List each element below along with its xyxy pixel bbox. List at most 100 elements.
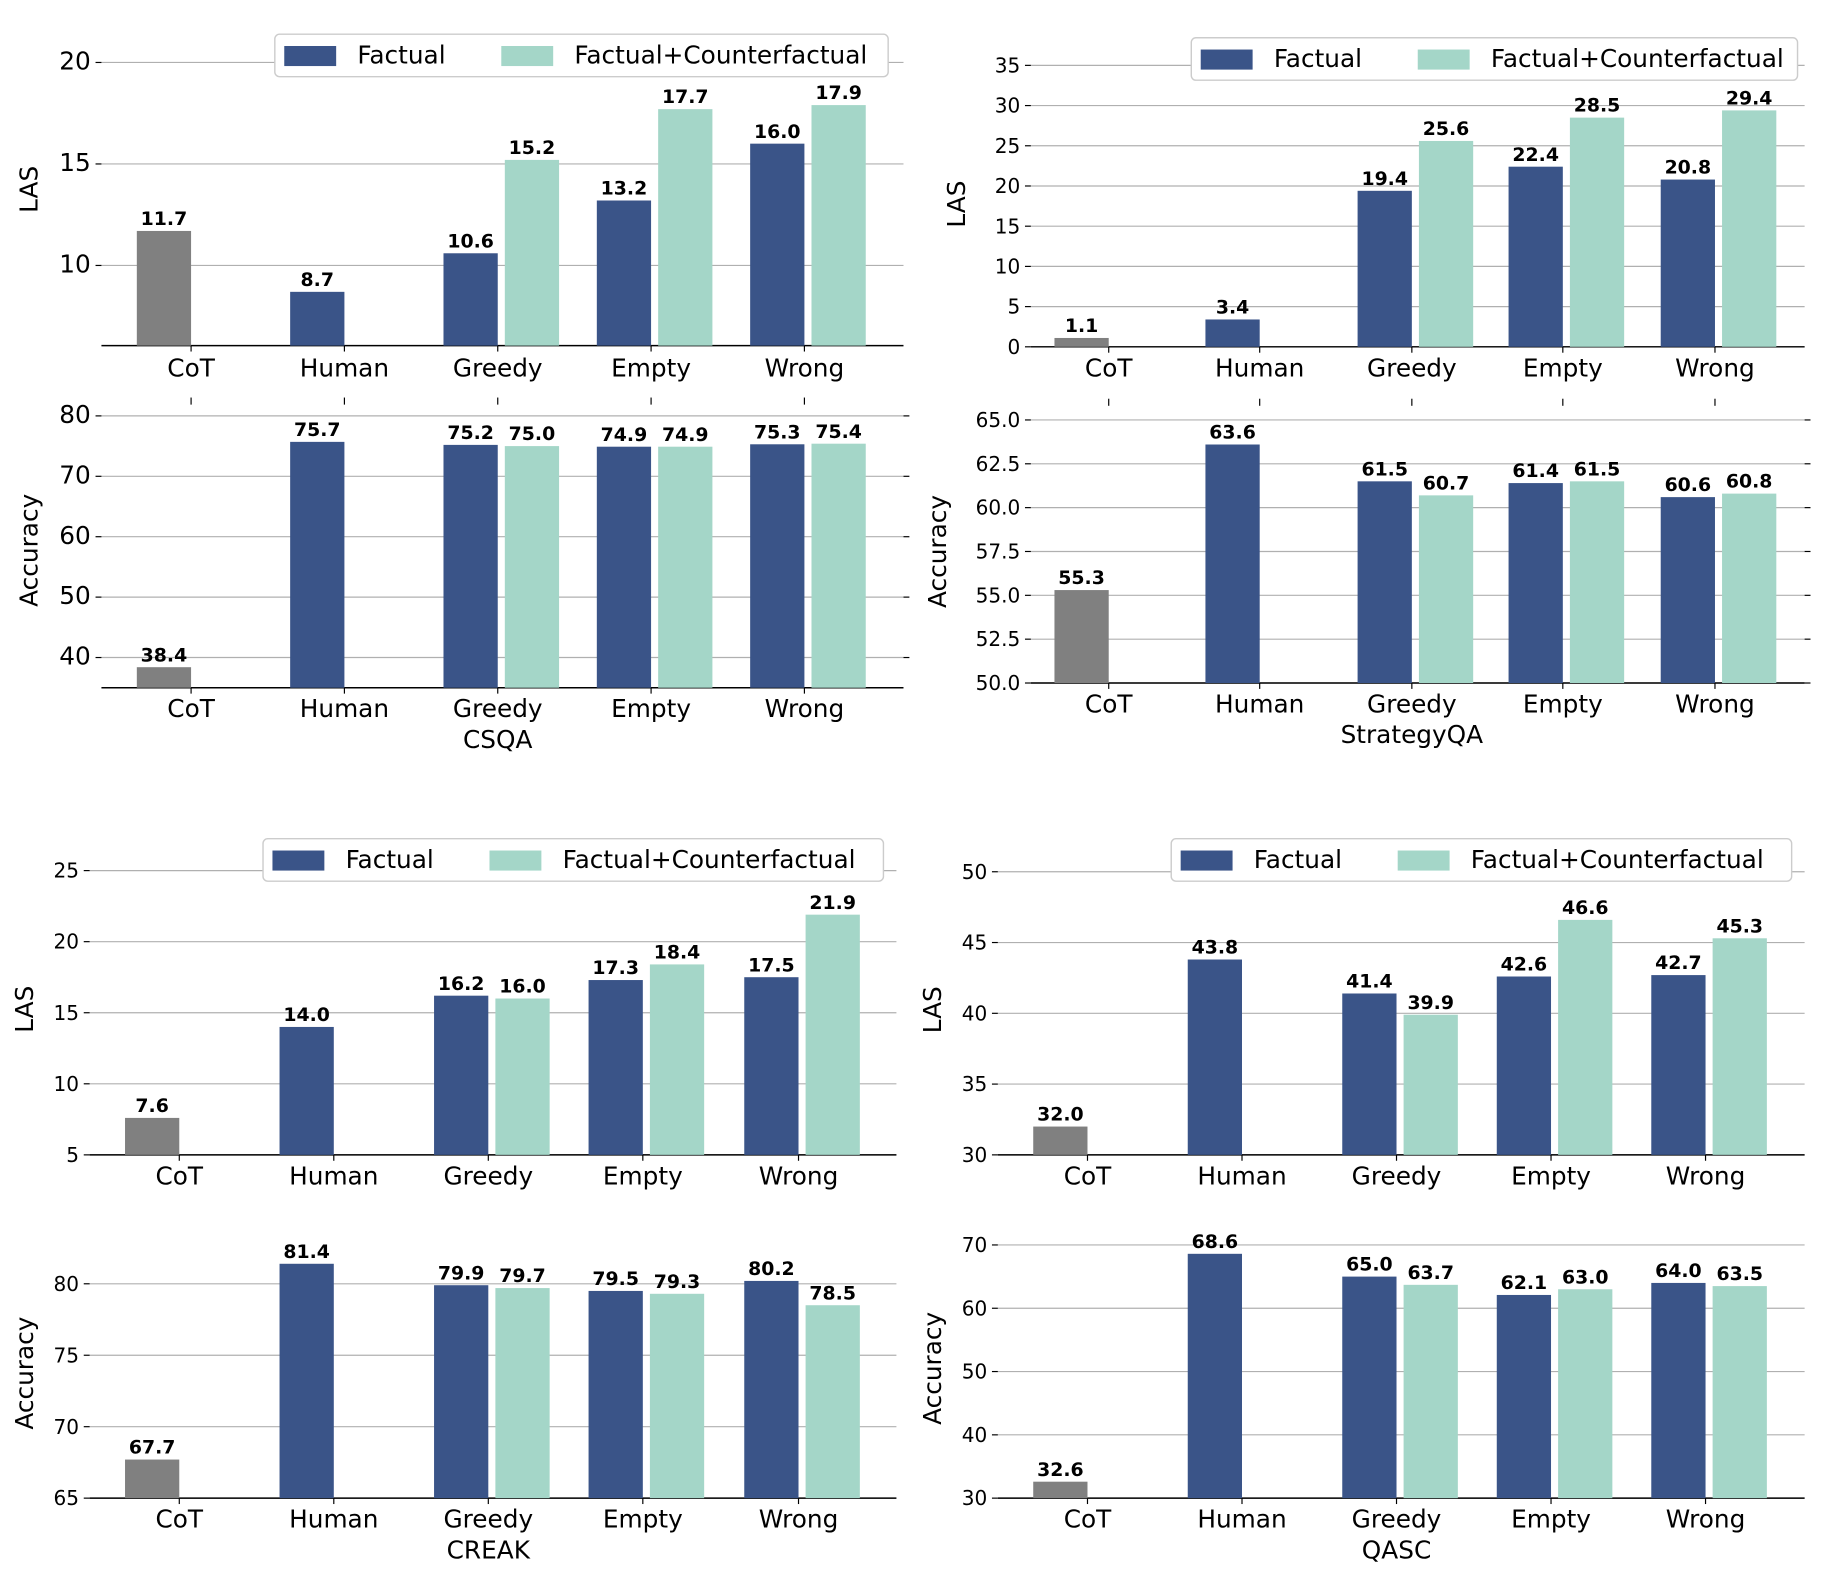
data-label: 16.0 bbox=[499, 976, 546, 998]
data-label: 39.9 bbox=[1407, 992, 1454, 1014]
y-axis-label: Accuracy bbox=[918, 1312, 947, 1425]
data-label: 15.2 bbox=[509, 137, 556, 159]
x-tick-label-greedy: Greedy bbox=[1367, 690, 1457, 719]
x-tick-label-cot: CoT bbox=[1085, 353, 1133, 382]
data-label: 25.6 bbox=[1423, 118, 1470, 140]
legend: Factual Factual+Counterfactual bbox=[274, 33, 889, 78]
bar-counterfactual-empty bbox=[658, 446, 713, 688]
bar-cot bbox=[1054, 590, 1109, 684]
x-tick-label-empty: Empty bbox=[1523, 690, 1603, 719]
bar-factual-empty bbox=[588, 980, 643, 1155]
x-tick-label-cot: CoT bbox=[155, 1161, 203, 1190]
legend-label-counterfactual: Factual+Counterfactual bbox=[563, 845, 856, 874]
x-tick-label-empty: Empty bbox=[1523, 353, 1603, 382]
chart-strategyqa-las: 0 5 10 15 20 25 30 35 LAS CoT 1.1 Human 3.4 Greedy 19.… bbox=[942, 37, 1805, 406]
y-tick-label: 20 bbox=[54, 930, 80, 954]
y-tick-label: 40 bbox=[962, 1423, 988, 1447]
data-label: 17.7 bbox=[662, 86, 709, 108]
chart-qasc-accuracy: 30 40 50 60 70 Accuracy CoT 32.6 Human 68.6 Greedy… bbox=[918, 1231, 1805, 1564]
data-label: 17.3 bbox=[592, 957, 639, 979]
bar-cot bbox=[1033, 1481, 1088, 1499]
y-tick-label: 50.0 bbox=[976, 671, 1021, 695]
bar-factual-greedy bbox=[1357, 481, 1412, 684]
y-tick-label: 60.0 bbox=[976, 496, 1021, 520]
chart-qasc-las: 30 35 40 45 50 LAS CoT 32.0 Human 43.8 Greedy 41.4 3… bbox=[918, 838, 1805, 1190]
bar-counterfactual-empty bbox=[649, 1293, 705, 1499]
legend: Factual Factual+Counterfactual bbox=[262, 838, 885, 882]
data-label: 68.6 bbox=[1192, 1231, 1239, 1253]
y-tick-label: 62.5 bbox=[976, 452, 1021, 476]
x-tick-label-empty: Empty bbox=[1511, 1505, 1591, 1534]
bar-counterfactual-empty bbox=[1569, 481, 1625, 684]
x-tick-label-cot: CoT bbox=[167, 353, 215, 382]
y-axis-label: LAS bbox=[15, 166, 44, 213]
bar-factual-greedy bbox=[443, 253, 498, 346]
bar-counterfactual-wrong bbox=[1712, 938, 1767, 1155]
y-tick-label: 45 bbox=[962, 931, 988, 955]
bar-counterfactual-empty bbox=[1558, 919, 1613, 1155]
bar-counterfactual-wrong bbox=[805, 1305, 860, 1499]
bar-factual-empty bbox=[588, 1290, 643, 1499]
bar-factual-empty bbox=[1496, 976, 1552, 1155]
bar-counterfactual-greedy bbox=[495, 998, 550, 1155]
bar-cot bbox=[136, 667, 192, 688]
y-tick-label: 40 bbox=[59, 642, 91, 671]
x-tick-label-human: Human bbox=[300, 694, 389, 723]
data-label: 78.5 bbox=[809, 1282, 856, 1304]
legend-label-factual: Factual bbox=[346, 845, 434, 874]
x-tick-label-cot: CoT bbox=[155, 1505, 203, 1534]
data-label: 7.6 bbox=[135, 1095, 168, 1117]
bar-factual-human bbox=[1187, 1253, 1242, 1499]
x-tick-label-wrong: Wrong bbox=[765, 694, 845, 723]
x-tick-label-wrong: Wrong bbox=[1666, 1505, 1746, 1534]
y-axis-label: LAS bbox=[942, 181, 971, 228]
x-tick-label-cot: CoT bbox=[167, 694, 215, 723]
bar-factual-wrong bbox=[750, 444, 805, 688]
x-tick-label-wrong: Wrong bbox=[759, 1161, 839, 1190]
bar-factual-greedy bbox=[1342, 1276, 1397, 1499]
y-tick-label: 80 bbox=[59, 400, 91, 429]
y-tick-label: 35 bbox=[995, 53, 1021, 77]
x-tick-label-human: Human bbox=[1215, 690, 1304, 719]
y-tick-label: 50 bbox=[962, 1360, 988, 1384]
dataset-label: StrategyQA bbox=[1341, 720, 1484, 749]
data-label: 75.4 bbox=[815, 421, 862, 443]
data-label: 55.3 bbox=[1058, 567, 1105, 589]
dataset-label: CSQA bbox=[463, 725, 533, 754]
y-tick-label: 20 bbox=[59, 47, 91, 76]
data-label: 80.2 bbox=[748, 1258, 795, 1280]
bar-counterfactual-greedy bbox=[504, 446, 560, 688]
data-label: 3.4 bbox=[1216, 297, 1249, 319]
data-label: 75.2 bbox=[447, 422, 494, 444]
data-label: 63.5 bbox=[1716, 1263, 1763, 1285]
bar-factual-human bbox=[290, 291, 345, 346]
x-tick-label-greedy: Greedy bbox=[453, 694, 543, 723]
legend-swatch-factual bbox=[272, 850, 325, 871]
legend-swatch-counterfactual bbox=[1417, 49, 1470, 70]
data-label: 79.5 bbox=[592, 1268, 639, 1290]
y-tick-label: 35 bbox=[962, 1072, 988, 1096]
y-tick-label: 5 bbox=[66, 1143, 79, 1167]
bar-factual-empty bbox=[596, 446, 652, 688]
data-label: 17.9 bbox=[815, 82, 862, 104]
bar-factual-wrong bbox=[1660, 497, 1715, 684]
y-tick-label: 50 bbox=[59, 581, 91, 610]
bar-counterfactual-empty bbox=[658, 109, 713, 346]
legend-label-counterfactual: Factual+Counterfactual bbox=[1491, 44, 1784, 73]
bar-cot bbox=[1033, 1126, 1088, 1155]
x-tick-label-human: Human bbox=[300, 353, 389, 382]
bar-factual-greedy bbox=[1357, 190, 1412, 347]
data-label: 65.0 bbox=[1346, 1254, 1393, 1276]
y-tick-label: 75 bbox=[54, 1343, 80, 1367]
bar-factual-empty bbox=[1508, 166, 1563, 347]
bar-counterfactual-greedy bbox=[1418, 140, 1474, 347]
legend-swatch-factual bbox=[1180, 850, 1233, 871]
y-tick-label: 15 bbox=[995, 214, 1021, 238]
legend-swatch-counterfactual bbox=[501, 46, 554, 67]
y-axis-label: Accuracy bbox=[10, 1317, 39, 1430]
bar-factual-greedy bbox=[434, 1285, 489, 1499]
x-tick-label-empty: Empty bbox=[1511, 1161, 1591, 1190]
x-tick-label-greedy: Greedy bbox=[1352, 1161, 1442, 1190]
y-axis-label: Accuracy bbox=[923, 495, 952, 608]
